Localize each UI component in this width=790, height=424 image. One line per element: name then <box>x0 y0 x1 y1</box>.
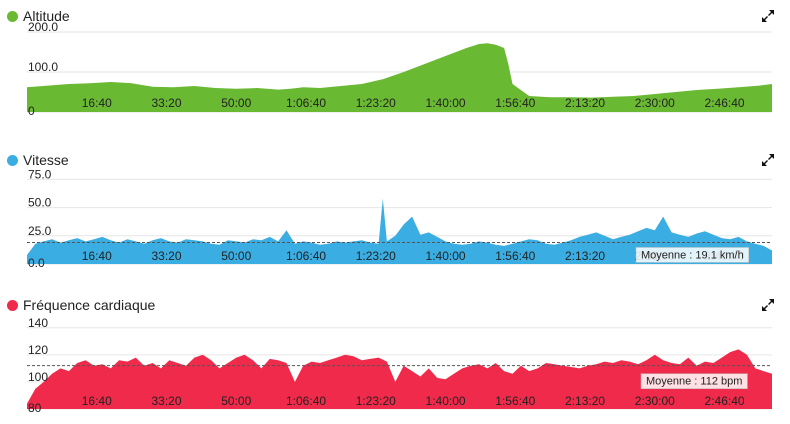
y-tick-label: 75.0 <box>28 167 52 181</box>
x-tick-label: 50:00 <box>221 249 251 263</box>
x-tick-label: 16:40 <box>82 249 112 263</box>
x-tick-label: 1:23:20 <box>356 249 396 263</box>
series-area <box>27 198 772 264</box>
x-tick-label: 2:13:20 <box>565 96 605 110</box>
x-tick-label: 1:56:40 <box>495 249 535 263</box>
x-tick-label: 1:56:40 <box>495 96 535 110</box>
series-area <box>27 349 772 409</box>
speed-chart: 0.0 25.0 50.0 75.0 16:40 33:20 50:00 1:06:40 1:2… <box>27 167 772 270</box>
y-tick-label: 140 <box>28 316 48 330</box>
x-tick-label: 16:40 <box>82 394 112 408</box>
x-tick-label: 2:13:20 <box>565 394 605 408</box>
altitude-chart: 0 100.0 200.0 16:40 33:20 50:00 1:06:40 1:23:20… <box>27 20 772 118</box>
altitude-title: Altitude <box>23 8 70 24</box>
x-tick-label: 16:40 <box>82 96 112 110</box>
x-tick-label: 2:46:40 <box>705 394 745 408</box>
expand-icon[interactable] <box>761 298 775 312</box>
x-tick-label: 1:06:40 <box>286 249 326 263</box>
expand-icon[interactable] <box>761 9 775 23</box>
speed-header: Vitesse <box>7 150 69 170</box>
x-tick-label: 33:20 <box>151 96 181 110</box>
x-tick-label: 2:30:00 <box>635 394 675 408</box>
svg-text:Moyenne : 19.1 km/h: Moyenne : 19.1 km/h <box>641 249 744 261</box>
x-tick-label: 1:40:00 <box>426 249 466 263</box>
x-tick-label: 33:20 <box>151 394 181 408</box>
x-tick-label: 50:00 <box>221 394 251 408</box>
x-tick-label: 1:23:20 <box>356 96 396 110</box>
expand-icon[interactable] <box>761 153 775 167</box>
x-tick-label: 2:30:00 <box>635 96 675 110</box>
x-tick-label: 33:20 <box>151 249 181 263</box>
y-tick-label: 200.0 <box>28 20 58 34</box>
y-tick-label: 0 <box>28 104 35 118</box>
speed-legend-dot <box>7 154 18 166</box>
altitude-legend-dot <box>7 10 18 22</box>
average-label: Moyenne : 112 bpm <box>640 373 748 389</box>
heart-rate-header: Fréquence cardiaque <box>7 295 155 315</box>
x-tick-label: 1:06:40 <box>286 96 326 110</box>
x-tick-label: 2:46:40 <box>705 96 745 110</box>
x-tick-label: 1:56:40 <box>495 394 535 408</box>
y-tick-label: 100.0 <box>28 60 58 74</box>
x-tick-label: 2:13:20 <box>565 249 605 263</box>
series-area <box>27 43 772 113</box>
x-tick-label: 1:40:00 <box>426 96 466 110</box>
heart-rate-legend-dot <box>7 299 18 311</box>
x-tick-label: 1:40:00 <box>426 394 466 408</box>
y-tick-label: 0.0 <box>28 256 45 270</box>
x-tick-label: 1:23:20 <box>356 394 396 408</box>
heart-rate-title: Fréquence cardiaque <box>23 297 156 313</box>
heart-rate-chart: 80 100 120 140 16:40 33:20 50:00 1:06:40 1:23:20… <box>27 316 772 415</box>
y-tick-label: 25.0 <box>28 224 52 238</box>
svg-text:Moyenne : 112 bpm: Moyenne : 112 bpm <box>646 376 742 388</box>
speed-title: Vitesse <box>23 152 69 168</box>
y-tick-label: 80 <box>28 401 42 415</box>
x-tick-label: 50:00 <box>221 96 251 110</box>
x-tick-label: 1:06:40 <box>286 394 326 408</box>
y-tick-label: 100 <box>28 370 48 384</box>
average-label: Moyenne : 19.1 km/h <box>635 247 749 263</box>
y-tick-label: 50.0 <box>28 196 52 210</box>
y-tick-label: 120 <box>28 343 48 357</box>
altitude-header: Altitude <box>7 6 70 26</box>
